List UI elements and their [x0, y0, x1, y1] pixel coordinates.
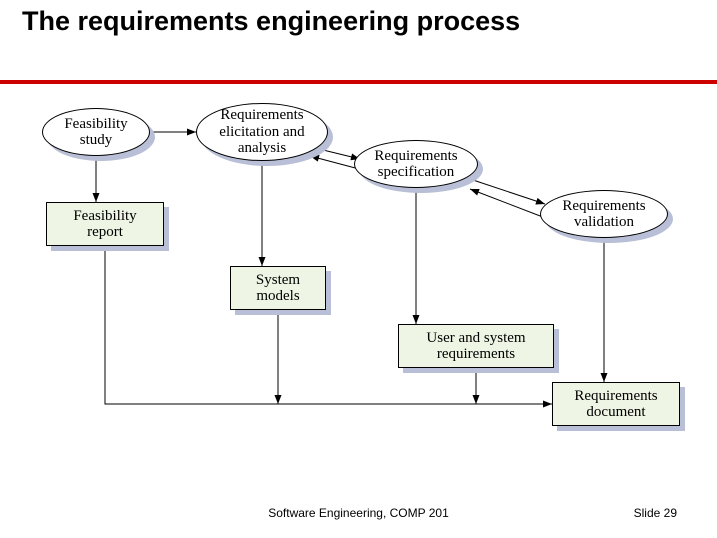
edge-req_validation-req_spec [470, 189, 548, 219]
arrowhead [93, 193, 100, 202]
node-label: Feasibilityreport [73, 208, 136, 241]
slide-title: The requirements engineering process [22, 6, 522, 37]
arrowhead [187, 129, 196, 136]
node-system_models: Systemmodels [230, 266, 326, 310]
arrowhead [413, 315, 420, 324]
node-feasibility_study: Feasibilitystudy [42, 108, 150, 156]
node-req_elicitation: Requirementselicitation andanalysis [196, 103, 328, 161]
node-box: User and systemrequirements [398, 324, 554, 368]
arrowhead [259, 257, 266, 266]
node-box: Requirementsdocument [552, 382, 680, 426]
arrowhead [601, 373, 608, 382]
node-label: User and systemrequirements [426, 330, 525, 363]
node-box: Requirementsspecification [354, 140, 478, 188]
node-box: Feasibilityreport [46, 202, 164, 246]
arrowhead [473, 395, 480, 404]
arrowhead [470, 189, 480, 196]
node-label: Requirementsvalidation [562, 198, 645, 231]
footer-slide-number: Slide 29 [634, 506, 677, 520]
node-label: Feasibilitystudy [64, 116, 127, 149]
node-box: Feasibilitystudy [42, 108, 150, 156]
slide: The requirements engineering process Fea… [0, 0, 717, 538]
node-box: Requirementselicitation andanalysis [196, 103, 328, 161]
node-req_spec: Requirementsspecification [354, 140, 478, 188]
edge-req_spec-req_validation [470, 179, 545, 204]
node-label: Systemmodels [256, 272, 300, 305]
node-user_sys_req: User and systemrequirements [398, 324, 554, 368]
flowchart-diagram: Feasibilitystudy Requirementselicitation … [0, 84, 717, 484]
node-label: Requirementsspecification [374, 148, 457, 181]
arrowhead [275, 395, 282, 404]
arrowhead [543, 401, 552, 408]
node-feasibility_report: Feasibilityreport [46, 202, 164, 246]
node-box: Systemmodels [230, 266, 326, 310]
footer-course: Software Engineering, COMP 201 [0, 506, 717, 520]
node-req_document: Requirementsdocument [552, 382, 680, 426]
node-label: Requirementsdocument [574, 388, 657, 421]
node-req_validation: Requirementsvalidation [540, 190, 668, 238]
node-box: Requirementsvalidation [540, 190, 668, 238]
node-label: Requirementselicitation andanalysis [219, 107, 304, 157]
